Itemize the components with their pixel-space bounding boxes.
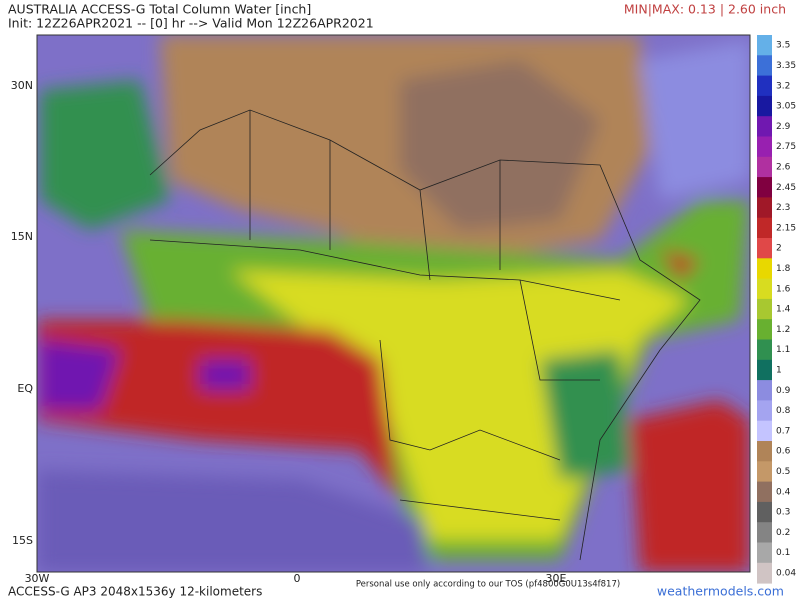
colorbar-swatch	[757, 481, 772, 503]
colorbar-swatch	[757, 116, 772, 137]
colorbar-swatch	[757, 197, 772, 219]
colorbar-label: 1.2	[776, 325, 790, 335]
colorbar-label: 0.5	[776, 467, 790, 477]
colorbar-label: 1.8	[776, 264, 791, 274]
usage-note: Personal use only according to our TOS (…	[356, 580, 620, 590]
lon-label: 0	[294, 572, 301, 585]
colorbar-swatch	[757, 441, 772, 462]
colorbar-label: 0.2	[776, 528, 790, 538]
colorbar-label: 1.1	[776, 345, 790, 355]
colorbar-label: 2.15	[776, 223, 796, 233]
colorbar-swatch	[757, 380, 772, 401]
lon-label: 30W	[25, 572, 50, 585]
lat-label: 15N	[11, 230, 33, 243]
colorbar-swatch	[757, 542, 772, 564]
colorbar-swatch	[757, 217, 772, 239]
map-frame	[36, 34, 751, 573]
colorbar-swatch	[757, 522, 772, 543]
site-name[interactable]: weathermodels.com	[657, 584, 784, 599]
colorbar-swatch	[757, 420, 772, 442]
colorbar-swatch	[757, 136, 772, 158]
colorbar-label: 1	[776, 365, 782, 375]
colorbar-swatch	[757, 501, 772, 523]
colorbar-label: 2.75	[776, 142, 796, 152]
colorbar-label: 2.9	[776, 122, 791, 132]
colorbar-label: 1.6	[776, 284, 791, 294]
colorbar-swatch	[757, 75, 772, 97]
colorbar-swatch	[757, 562, 772, 584]
borders	[149, 109, 701, 561]
colorbar-swatch	[757, 258, 772, 280]
colorbar-label: 3.5	[776, 41, 790, 51]
colorbar-label: 0.3	[776, 508, 790, 518]
colorbar-label: 2.45	[776, 183, 796, 193]
colorbar-swatch	[757, 359, 772, 381]
lon-label: 30E	[546, 572, 567, 585]
colorbar-swatch	[757, 278, 772, 300]
colorbar-swatch	[757, 177, 772, 198]
model-info: ACCESS-G AP3 2048x1536y 12-kilometers	[8, 585, 262, 599]
colorbar-swatch	[757, 400, 772, 422]
colorbar-label: 2	[776, 244, 782, 254]
map	[37, 35, 750, 572]
colorbar-swatch	[757, 156, 772, 178]
min-max: MIN|MAX: 0.13 | 2.60 inch	[624, 2, 786, 17]
colorbar-swatch	[757, 319, 772, 340]
colorbar-label: 3.35	[776, 61, 796, 71]
colorbar-swatch	[757, 95, 772, 117]
colorbar-label: 0.4	[776, 487, 791, 497]
init-line: Init: 12Z26APR2021 -- [0] hr --> Valid M…	[8, 16, 374, 31]
colorbar-label: 2.6	[776, 162, 791, 172]
colorbar-label: 3.2	[776, 81, 790, 91]
colorbar-swatch	[757, 35, 772, 56]
colorbar-swatch	[757, 339, 772, 361]
colorbar-swatch	[757, 298, 772, 320]
colorbar-swatch	[757, 238, 772, 259]
colorbar-swatch	[757, 55, 772, 77]
colorbar-label: 3.05	[776, 102, 796, 112]
lat-label: 30N	[11, 79, 33, 92]
lat-label: 15S	[12, 534, 33, 547]
lat-label: EQ	[17, 382, 33, 395]
colorbar-label: 0.9	[776, 386, 791, 396]
title: AUSTRALIA ACCESS-G Total Column Water [i…	[8, 2, 311, 17]
colorbar-label: 1.4	[776, 305, 791, 315]
colorbar-swatch	[757, 461, 772, 483]
colorbar-label: 0.6	[776, 447, 791, 457]
colorbar-label: 0.7	[776, 426, 790, 436]
colorbar-label: 0.8	[776, 406, 791, 416]
colorbar-label: 0.1	[776, 548, 790, 558]
colorbar: 3.5 3.35 3.2 3.05 2.9 2.75 2.6 2.45 2.3 2.15 2 1.8 1…	[757, 35, 796, 584]
colorbar-label: 2.3	[776, 203, 790, 213]
colorbar-label: 0.04	[776, 568, 796, 578]
